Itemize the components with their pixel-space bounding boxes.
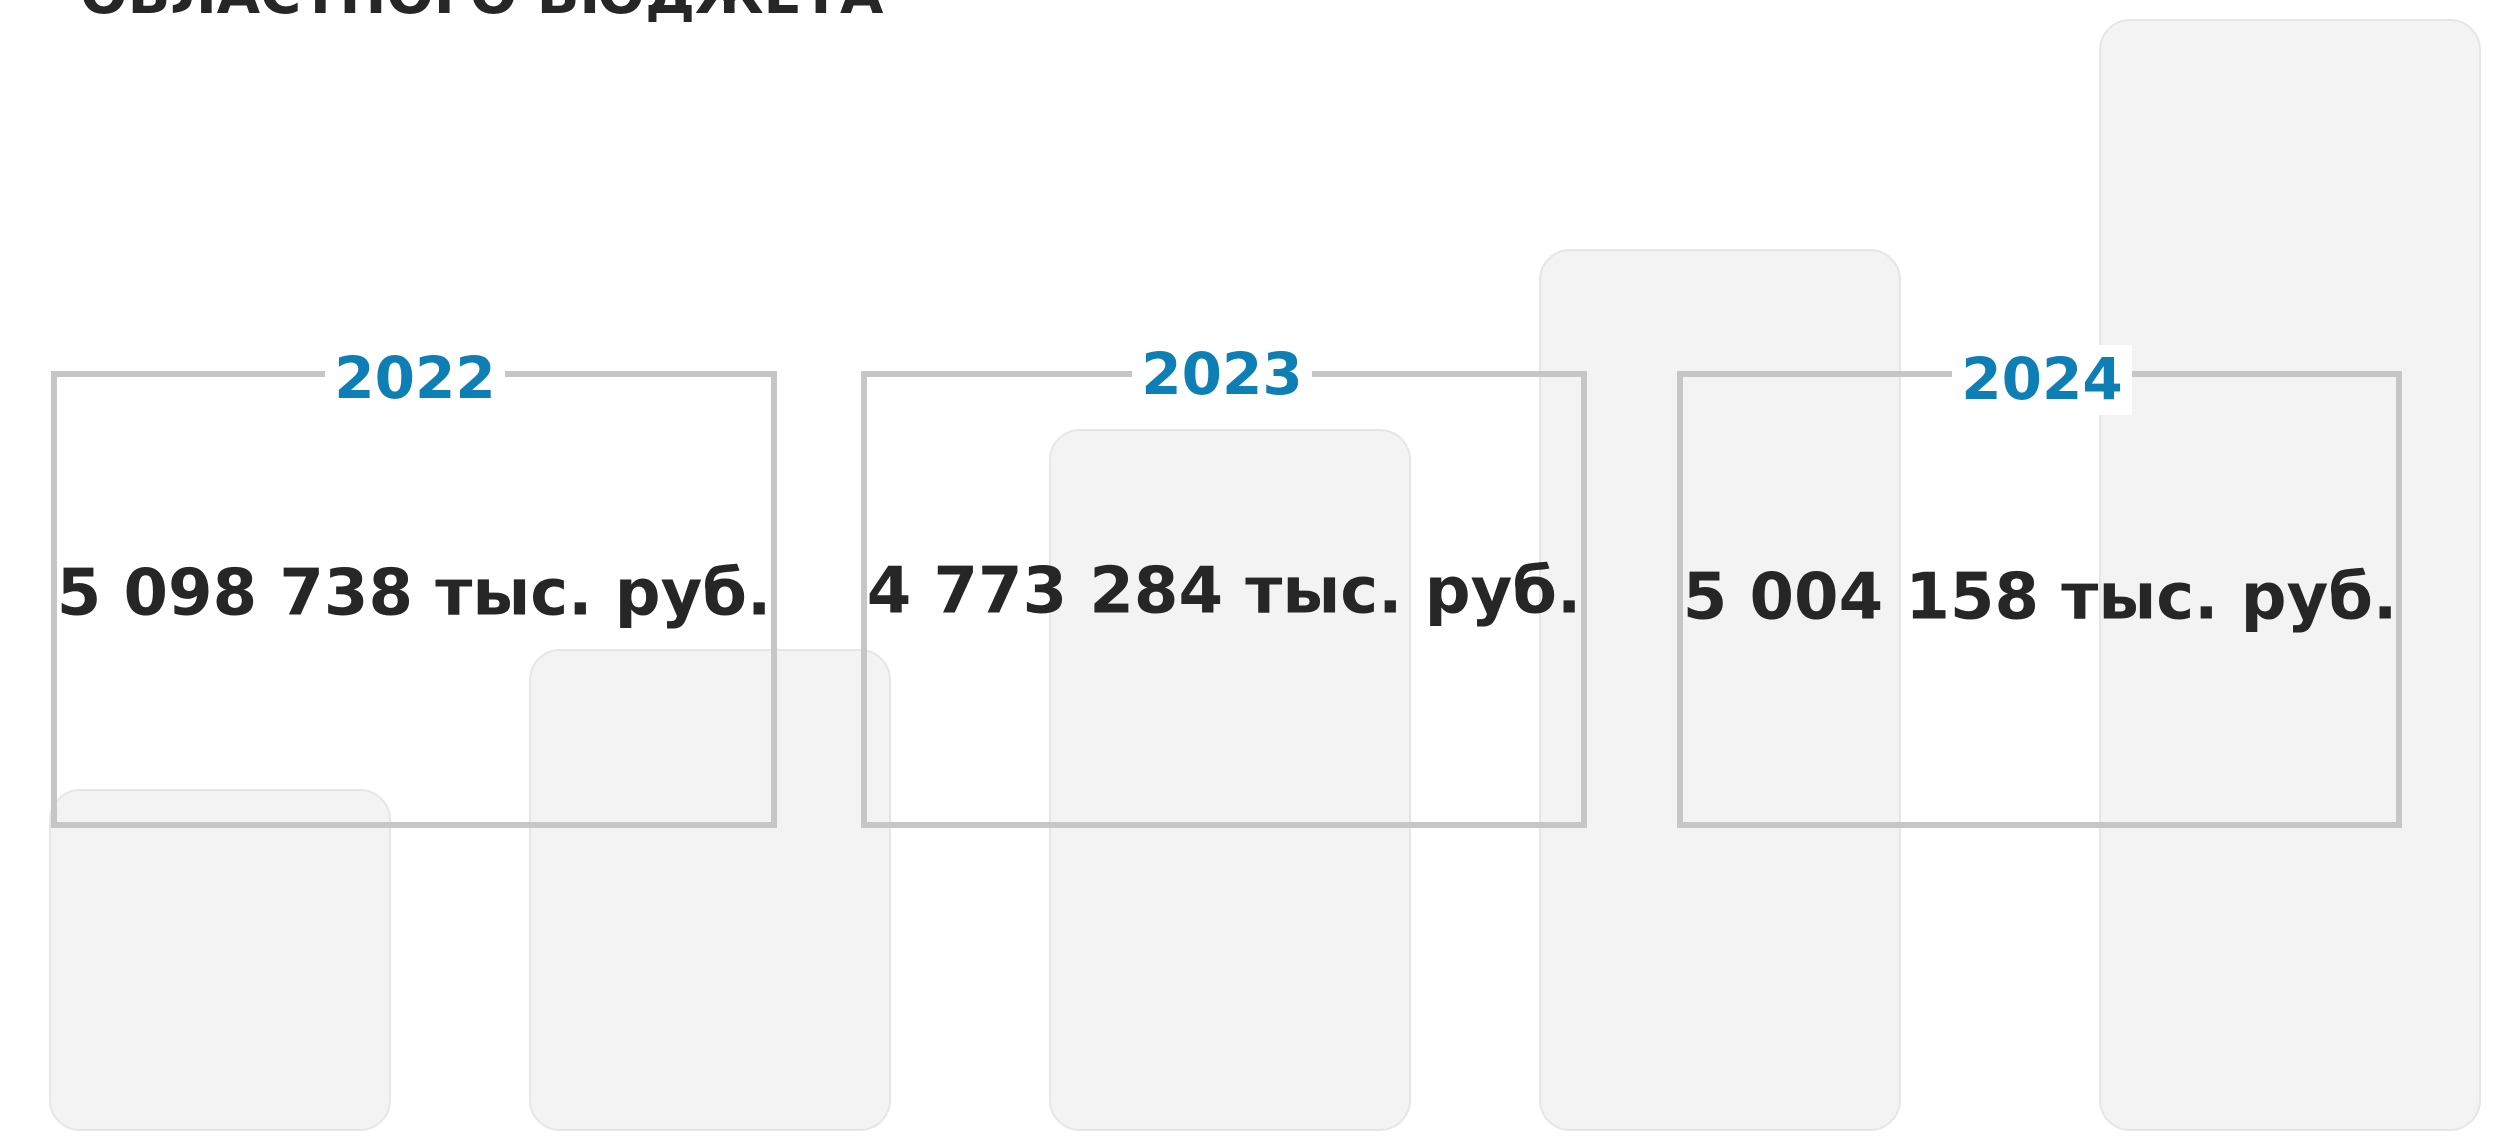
slide: ОБЛАСТНОГО БЮДЖЕТА 2022 5 098 738 тыс. р… [0, 0, 2496, 1145]
card-year: 2023 [1141, 340, 1302, 408]
coin-stack [530, 650, 890, 1130]
card-year: 2022 [334, 344, 495, 412]
coin-stack [1540, 250, 1900, 1130]
card-amount: 5 004 158 тыс. руб. [1683, 561, 2398, 635]
card-amount: 4 773 284 тыс. руб. [867, 555, 1582, 629]
slide-title: ОБЛАСТНОГО БЮДЖЕТА [80, 0, 884, 27]
card-amount: 5 098 738 тыс. руб. [57, 557, 772, 631]
card-year: 2024 [1961, 345, 2122, 413]
coin-stack [50, 790, 390, 1130]
coin-stack [1050, 430, 1410, 1130]
